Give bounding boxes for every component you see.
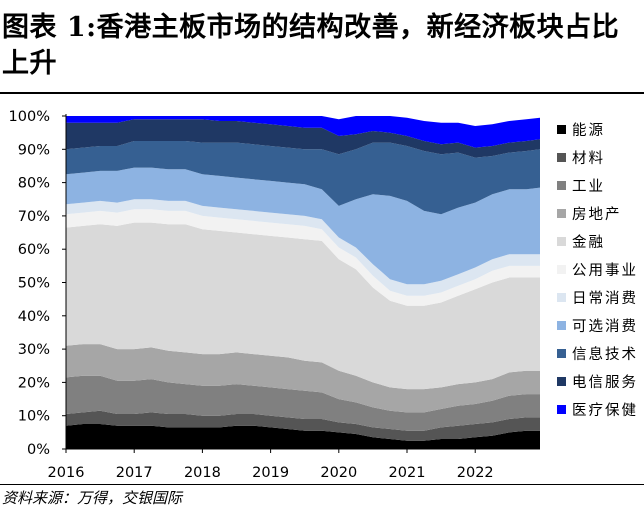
y-tick-label: 40% <box>18 309 50 325</box>
x-tick-label: 2016 <box>48 465 85 481</box>
area-series-9 <box>66 119 540 158</box>
legend-swatch <box>557 377 566 386</box>
y-tick-label: 100% <box>9 109 50 125</box>
x-tick-label: 2022 <box>457 465 494 481</box>
title-divider <box>0 92 644 94</box>
legend-label: 工业 <box>572 178 605 195</box>
x-axis-ticks: 2016 2017 2018 2019 2020 2021 2022 <box>48 449 494 481</box>
x-tick-label: 2018 <box>184 465 221 481</box>
legend-swatch <box>557 153 566 162</box>
area-series-5 <box>66 209 540 306</box>
y-tick-label: 0% <box>27 442 50 458</box>
area-series-10 <box>66 116 540 148</box>
legend-label: 可选消费 <box>572 318 638 335</box>
area-series-8 <box>66 141 540 215</box>
y-tick-label: 90% <box>18 142 50 158</box>
legend-swatch <box>557 181 566 190</box>
chart-title: 图表 1:香港主板市场的结构改善，新经济板块占比上升 <box>2 12 620 79</box>
chart-frame <box>65 114 540 450</box>
area-series-0 <box>66 424 540 449</box>
legend-label: 金融 <box>572 234 605 251</box>
y-tick-label: 30% <box>18 342 50 358</box>
chart-areas <box>66 116 540 449</box>
area-series-6 <box>66 199 540 296</box>
source-note: 资料来源：万得，交银国际 <box>2 489 183 507</box>
x-tick-label: 2020 <box>320 465 357 481</box>
area-series-4 <box>66 222 540 390</box>
legend-label: 医疗保健 <box>572 402 638 419</box>
y-tick-label: 80% <box>18 176 50 192</box>
x-tick-label: 2017 <box>116 465 153 481</box>
legend-swatch <box>557 405 566 414</box>
area-series-3 <box>66 344 540 413</box>
legend-swatch <box>557 209 566 218</box>
y-tick-label: 60% <box>18 242 50 258</box>
y-tick-label: 70% <box>18 209 50 225</box>
legend-swatch <box>557 349 566 358</box>
legend-label: 材料 <box>572 150 605 167</box>
legend-label: 日常消费 <box>572 290 638 307</box>
area-series-7 <box>66 167 540 285</box>
area-series-2 <box>66 375 540 431</box>
y-axis-ticks: 0% 10% 20% 30% 40% 50% 60% 70% 80% 90% 100% <box>9 109 66 458</box>
y-tick-label: 20% <box>18 375 50 391</box>
legend-label: 电信服务 <box>572 374 638 391</box>
legend-swatch <box>557 125 566 134</box>
legend-swatch <box>557 265 566 274</box>
area-series-1 <box>66 410 540 441</box>
legend-swatch <box>557 321 566 330</box>
legend-label: 能源 <box>572 122 605 139</box>
legend-swatch <box>557 237 566 246</box>
x-tick-label: 2021 <box>389 465 426 481</box>
legend-label: 房地产 <box>572 206 622 223</box>
legend-label: 公用事业 <box>572 262 638 279</box>
y-tick-label: 10% <box>18 409 50 425</box>
y-tick-label: 50% <box>18 276 50 292</box>
legend-label: 信息技术 <box>572 346 638 363</box>
source-divider <box>0 484 644 485</box>
x-tick-label: 2019 <box>252 465 289 481</box>
stacked-area-chart: 0%10%20%30%40%50%60%70%80%90%100% 2016 20… <box>9 109 638 481</box>
legend-swatch <box>557 293 566 302</box>
